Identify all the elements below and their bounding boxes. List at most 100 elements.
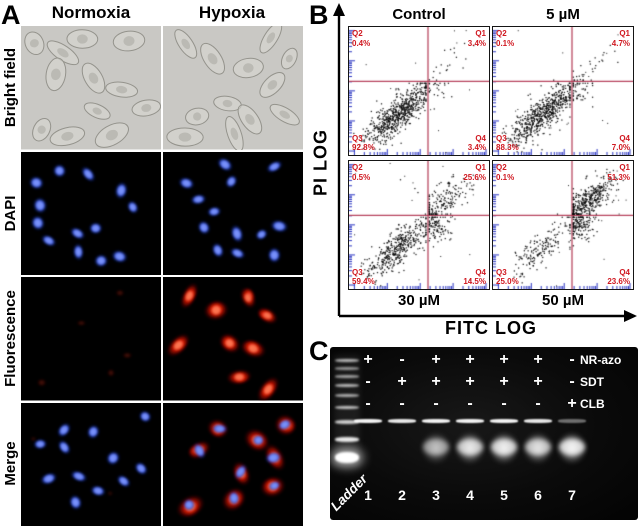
panel-b-flow-cytometry: B PI LOG FITC LOG Control 5 µM 30 µM 50 … bbox=[303, 0, 638, 345]
flow-plot-control: Q2 0.4% Q1 3.4% Q3 92.8% Q4 3.4% bbox=[348, 26, 490, 156]
lane-smear-3 bbox=[421, 432, 451, 464]
quadrant-value: 0.5% bbox=[352, 172, 371, 182]
micrograph-fluorescence-normoxia bbox=[21, 277, 161, 401]
lane-smear-core-5 bbox=[491, 439, 517, 455]
quadrant-value: 0.4% bbox=[352, 38, 371, 48]
lane-number-3: 3 bbox=[432, 487, 440, 503]
quadrant-q4-stats: Q4 23.6% bbox=[607, 268, 630, 287]
quadrant-label: Q3 bbox=[352, 133, 363, 143]
flow-scatter-canvas bbox=[493, 161, 633, 289]
quadrant-q4-stats: Q4 3.4% bbox=[468, 134, 486, 153]
quadrant-label: Q2 bbox=[352, 163, 363, 172]
quadrant-label: Q3 bbox=[496, 267, 507, 277]
reagent-label-clb: CLB bbox=[580, 397, 605, 411]
micrograph-dapi-normoxia bbox=[21, 151, 161, 275]
row-label-dapi: DAPI bbox=[2, 195, 19, 232]
quadrant-label: Q1 bbox=[619, 163, 630, 172]
lane-number-2: 2 bbox=[398, 487, 406, 503]
sign-nr-azo-lane-4: + bbox=[465, 351, 475, 368]
sign-clb-lane-7: + bbox=[567, 395, 577, 412]
micrograph-grid bbox=[21, 26, 303, 526]
plot-title-5um: 5 µM bbox=[546, 6, 580, 23]
lane-band-6 bbox=[524, 419, 552, 423]
sign-sdt-lane-3: + bbox=[431, 373, 441, 390]
lane-smear-core-3 bbox=[423, 439, 449, 455]
column-header-normoxia: Normoxia bbox=[51, 3, 131, 22]
ladder-band bbox=[335, 384, 359, 387]
quadrant-value: 59.4% bbox=[352, 277, 375, 287]
panel-c-label: C bbox=[309, 336, 329, 366]
panel-a-micrographs: A Normoxia Hypoxia Bright field DAPI Flu… bbox=[0, 0, 303, 526]
quadrant-q3-stats: Q3 59.4% bbox=[352, 268, 375, 287]
quadrant-label: Q4 bbox=[619, 133, 630, 143]
lane-number-7: 7 bbox=[568, 487, 576, 503]
quadrant-q1-stats: Q1 51.3% bbox=[607, 163, 630, 182]
quadrant-q2-stats: Q2 0.4% bbox=[352, 29, 370, 48]
quadrant-q1-stats: Q1 25.6% bbox=[463, 163, 486, 182]
ladder-band bbox=[335, 394, 359, 397]
sign-sdt-lane-4: + bbox=[465, 373, 475, 390]
quadrant-q2-stats: Q2 0.5% bbox=[352, 163, 370, 182]
lane-smear-core-6 bbox=[525, 439, 551, 455]
flow-scatter-canvas bbox=[349, 161, 489, 289]
quadrant-value: 25.6% bbox=[463, 172, 486, 182]
column-header-hypoxia: Hypoxia bbox=[198, 3, 266, 22]
quadrant-label: Q4 bbox=[475, 133, 486, 143]
sign-clb-lane-1: - bbox=[365, 395, 371, 412]
row-label-fluorescence: Fluorescence bbox=[2, 290, 19, 387]
lane-number-1: 1 bbox=[364, 487, 372, 503]
plot-title-30um: 30 µM bbox=[398, 292, 440, 309]
reagent-label-sdt: SDT bbox=[580, 375, 604, 389]
plot-title-control: Control bbox=[392, 6, 446, 23]
lane-number-4: 4 bbox=[466, 487, 474, 503]
quadrant-value: 4.7% bbox=[611, 38, 630, 48]
ladder-band bbox=[335, 359, 359, 362]
row-label-bright-field: Bright field bbox=[2, 47, 19, 128]
quadrant-value: 25.0% bbox=[496, 277, 519, 287]
sign-nr-azo-lane-3: + bbox=[431, 351, 441, 368]
quadrant-value: 3.4% bbox=[467, 38, 486, 48]
panel-b-label: B bbox=[309, 0, 329, 30]
quadrant-value: 3.4% bbox=[467, 143, 486, 153]
micrograph-bright-field-normoxia bbox=[21, 26, 161, 150]
quadrant-label: Q2 bbox=[496, 29, 507, 38]
sign-clb-lane-5: - bbox=[501, 395, 507, 412]
sign-sdt-lane-1: - bbox=[365, 373, 371, 390]
micrograph-merge-hypoxia bbox=[163, 402, 303, 526]
quadrant-q1-stats: Q1 3.4% bbox=[468, 29, 486, 48]
sign-sdt-lane-2: + bbox=[397, 373, 407, 390]
flow-scatter-canvas bbox=[493, 27, 633, 155]
quadrant-value: 23.6% bbox=[607, 277, 630, 287]
sign-nr-azo-lane-1: + bbox=[363, 351, 373, 368]
ladder-band bbox=[335, 375, 359, 378]
ladder-band bbox=[335, 437, 359, 442]
plot-title-50um: 50 µM bbox=[542, 292, 584, 309]
micrograph-fluorescence-hypoxia bbox=[163, 277, 303, 401]
micrograph-merge-normoxia bbox=[21, 402, 161, 526]
micrograph-bright-field-hypoxia bbox=[163, 26, 303, 150]
quadrant-value: 14.5% bbox=[463, 277, 486, 287]
sign-nr-azo-lane-5: + bbox=[499, 351, 509, 368]
quadrant-label: Q1 bbox=[475, 29, 486, 38]
sign-clb-lane-3: - bbox=[433, 395, 439, 412]
sign-nr-azo-lane-2: - bbox=[399, 351, 405, 368]
quadrant-value: 7.0% bbox=[611, 143, 630, 153]
x-axis-label: FITC LOG bbox=[445, 318, 537, 338]
sign-nr-azo-lane-7: - bbox=[569, 351, 575, 368]
quadrant-label: Q4 bbox=[619, 267, 630, 277]
gel-electrophoresis-image: Ladder + - + + + + - NR-azo - + + + + + - SDT - - - - - - + CLB… bbox=[330, 347, 638, 520]
flow-scatter-canvas bbox=[349, 27, 489, 155]
quadrant-label: Q1 bbox=[475, 163, 486, 172]
flow-plot-30um: Q2 0.5% Q1 25.6% Q3 59.4% Q4 14.5% bbox=[348, 160, 490, 290]
sign-clb-lane-4: - bbox=[467, 395, 473, 412]
quadrant-value: 88.3% bbox=[496, 143, 519, 153]
quadrant-value: 0.1% bbox=[496, 38, 515, 48]
quadrant-q2-stats: Q2 0.1% bbox=[496, 29, 514, 48]
lane-number-6: 6 bbox=[534, 487, 542, 503]
quadrant-q2-stats: Q2 0.1% bbox=[496, 163, 514, 182]
quadrant-q3-stats: Q3 25.0% bbox=[496, 268, 519, 287]
quadrant-label: Q3 bbox=[496, 133, 507, 143]
quadrant-label: Q3 bbox=[352, 267, 363, 277]
quadrant-label: Q2 bbox=[496, 163, 507, 172]
